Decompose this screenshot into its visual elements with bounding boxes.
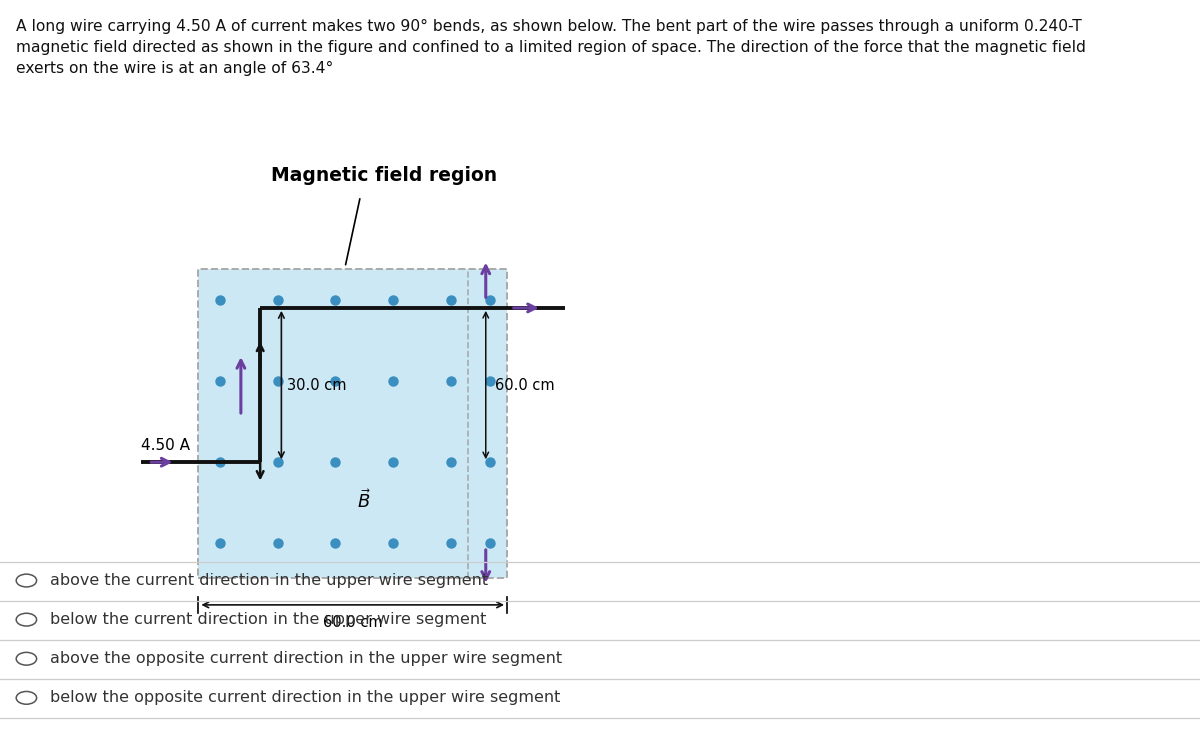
Text: 4.50 A: 4.50 A: [140, 438, 190, 453]
Text: Magnetic field region: Magnetic field region: [270, 165, 497, 184]
Text: above the opposite current direction in the upper wire segment: above the opposite current direction in …: [50, 651, 563, 666]
Bar: [198, 269, 506, 578]
Text: A long wire carrying 4.50 A of current makes two 90° bends, as shown below. The : A long wire carrying 4.50 A of current m…: [16, 19, 1086, 76]
Text: $\vec{B}$: $\vec{B}$: [358, 490, 371, 512]
Text: above the current direction in the upper wire segment: above the current direction in the upper…: [50, 573, 488, 588]
Text: 30.0 cm: 30.0 cm: [287, 378, 347, 393]
Text: 60.0 cm: 60.0 cm: [323, 614, 383, 629]
Text: 60.0 cm: 60.0 cm: [496, 378, 556, 393]
Text: below the current direction in the upper wire segment: below the current direction in the upper…: [50, 612, 487, 627]
Text: below the opposite current direction in the upper wire segment: below the opposite current direction in …: [50, 690, 560, 705]
